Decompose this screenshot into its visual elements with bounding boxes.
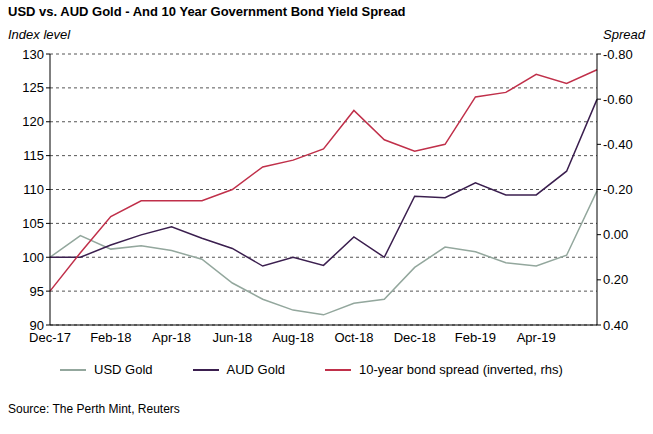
svg-text:-0.40: -0.40 [603,137,633,152]
html-text:USD vs. AUD Gold - And 10 Year: USD vs. AUD Gold - And 10 Year Governmen… [8,4,406,19]
svg-text:Oct-18: Oct-18 [334,330,373,345]
svg-text:-0.60: -0.60 [603,92,633,107]
svg-text:100: 100 [22,250,44,265]
svg-text:115: 115 [23,148,44,163]
svg-text:0.20: 0.20 [603,272,628,287]
svg-text:125: 125 [22,80,44,95]
svg-text:Apr-19: Apr-19 [517,330,556,345]
svg-text:0.00: 0.00 [603,227,628,242]
svg-text:130: 130 [22,47,44,62]
html-text:USD Gold: USD Gold [94,362,153,377]
html-text:Index level: Index level [8,27,71,42]
svg-text:Dec-18: Dec-18 [394,330,436,345]
html-text:AUD Gold: AUD Gold [226,362,286,377]
html-text:Source: The Perth Mint, Reuter: Source: The Perth Mint, Reuters [8,402,180,416]
html-text:10-year bond spread (inverted,: 10-year bond spread (inverted, rhs) [359,362,563,377]
svg-text:0.40: 0.40 [603,318,628,333]
html-text:Spread: Spread [603,27,645,42]
svg-text:105: 105 [22,216,44,231]
svg-text:90: 90 [30,318,44,333]
svg-text:110: 110 [23,182,44,197]
svg-text:95: 95 [30,284,44,299]
svg-text:Feb-19: Feb-19 [455,330,496,345]
svg-text:Apr-18: Apr-18 [152,330,191,345]
svg-text:120: 120 [22,114,44,129]
svg-text:-0.20: -0.20 [603,182,633,197]
svg-text:Dec-17: Dec-17 [29,330,71,346]
svg-text:Feb-18: Feb-18 [90,330,131,345]
svg-text:Jun-18: Jun-18 [212,330,252,345]
svg-text:-0.80: -0.80 [603,47,633,62]
svg-text:Aug-18: Aug-18 [272,330,314,345]
